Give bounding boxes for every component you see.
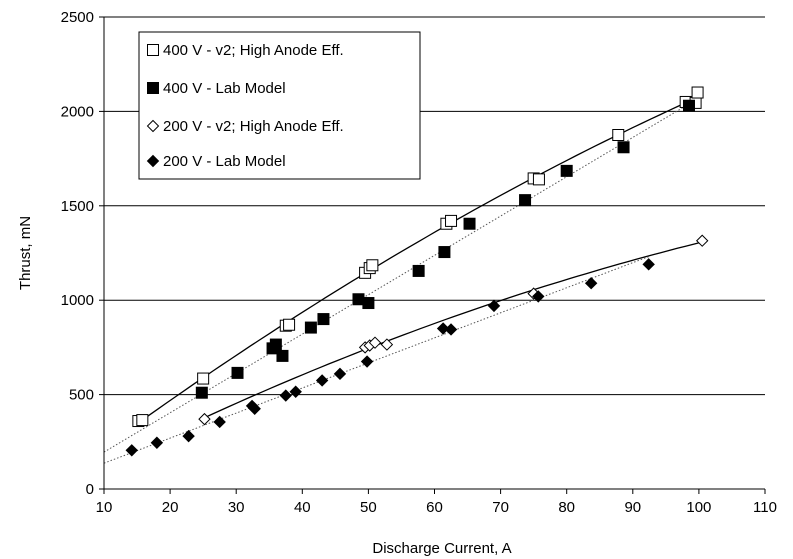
point-s4-13 <box>487 299 501 313</box>
y-tick-label-2: 1000 <box>61 292 94 309</box>
trendline-series-4 <box>103 256 649 464</box>
point-s3-3 <box>368 336 382 349</box>
x-tick-label-3: 40 <box>294 499 311 516</box>
point-s2-12 <box>519 194 532 207</box>
point-s1-2 <box>197 372 210 385</box>
point-s4-7 <box>289 385 302 398</box>
y-tick-labels: 0 500 1000 1500 2000 2500 <box>61 9 94 498</box>
point-s2-5 <box>304 321 317 334</box>
data-points <box>125 86 709 457</box>
x-tick-label-7: 80 <box>558 499 575 516</box>
y-tick-label-4: 2000 <box>61 103 94 120</box>
point-s4-0 <box>125 444 138 457</box>
x-tick-label-2: 30 <box>228 499 245 516</box>
trendline-series-3 <box>204 241 703 419</box>
point-s4-5 <box>248 402 261 415</box>
x-tick-label-0: 10 <box>96 499 113 516</box>
point-s3-4 <box>380 338 394 351</box>
y-tick-label-1: 500 <box>69 387 94 404</box>
y-tick-label-0: 0 <box>86 481 94 498</box>
x-tick-label-6: 70 <box>492 499 509 516</box>
series-2 <box>195 99 695 399</box>
point-s4-9 <box>333 367 347 381</box>
legend-label-1: 400 V - v2; High Anode Eff. <box>163 42 344 59</box>
legend-label-3: 200 V - v2; High Anode Eff. <box>163 118 344 135</box>
point-s4-2 <box>182 429 195 443</box>
axes <box>99 16 766 494</box>
legend-markers <box>146 44 160 168</box>
x-tick-label-10: 110 <box>753 499 777 516</box>
point-s2-6 <box>317 313 330 326</box>
point-s1-12 <box>612 129 625 141</box>
point-s4-11 <box>436 322 450 335</box>
legend-marker-2 <box>147 82 159 94</box>
x-axis-title: Discharge Current, A <box>372 540 511 557</box>
point-s4-1 <box>150 436 164 449</box>
point-s2-9 <box>412 264 425 277</box>
point-s4-6 <box>279 389 292 402</box>
point-s4-12 <box>444 323 458 336</box>
point-s1-4 <box>283 318 296 331</box>
series-4 <box>125 258 655 457</box>
legend: 400 V - v2; High Anode Eff. 400 V - Lab … <box>138 31 421 180</box>
y-axis-title: Thrust, mN <box>17 216 34 290</box>
point-s4-16 <box>642 258 655 271</box>
point-s2-13 <box>560 164 573 177</box>
point-s4-8 <box>315 374 329 387</box>
legend-label-4: 200 V - Lab Model <box>163 153 286 170</box>
point-s2-3 <box>269 338 282 351</box>
point-s2-1 <box>231 366 244 379</box>
point-s4-14 <box>532 290 545 303</box>
point-s3-0 <box>198 412 211 426</box>
x-tick-label-8: 90 <box>624 499 641 516</box>
point-s1-7 <box>366 259 379 272</box>
point-s3-6 <box>695 234 709 247</box>
point-s2-0 <box>195 386 208 399</box>
point-s1-9 <box>445 214 458 227</box>
legend-marker-3 <box>146 119 160 133</box>
point-s2-4 <box>276 349 289 362</box>
point-s2-11 <box>463 217 476 230</box>
point-s2-10 <box>438 246 451 259</box>
point-s2-7 <box>352 293 365 306</box>
legend-label-2: 400 V - Lab Model <box>163 80 286 97</box>
point-s2-8 <box>362 297 375 310</box>
y-tick-label-5: 2500 <box>61 9 94 26</box>
legend-marker-4 <box>146 154 160 168</box>
point-s1-1 <box>136 414 149 427</box>
point-s4-15 <box>584 277 598 290</box>
trendline-series-1 <box>138 96 698 424</box>
point-s2-14 <box>617 141 630 154</box>
x-tick-label-5: 60 <box>426 499 443 516</box>
x-tick-label-9: 100 <box>686 499 711 516</box>
point-s2-15 <box>682 99 695 112</box>
point-s4-3 <box>213 415 226 429</box>
x-tick-labels: 10 20 30 40 50 60 70 80 90 100 110 <box>96 499 777 516</box>
x-tick-label-4: 50 <box>360 499 377 516</box>
legend-box <box>138 31 421 180</box>
legend-marker-1 <box>147 44 159 56</box>
point-s4-10 <box>360 355 374 368</box>
x-tick-label-1: 20 <box>162 499 179 516</box>
point-s1-11 <box>532 173 545 186</box>
point-s1-15 <box>691 86 704 99</box>
y-tick-label-3: 1500 <box>61 198 94 215</box>
